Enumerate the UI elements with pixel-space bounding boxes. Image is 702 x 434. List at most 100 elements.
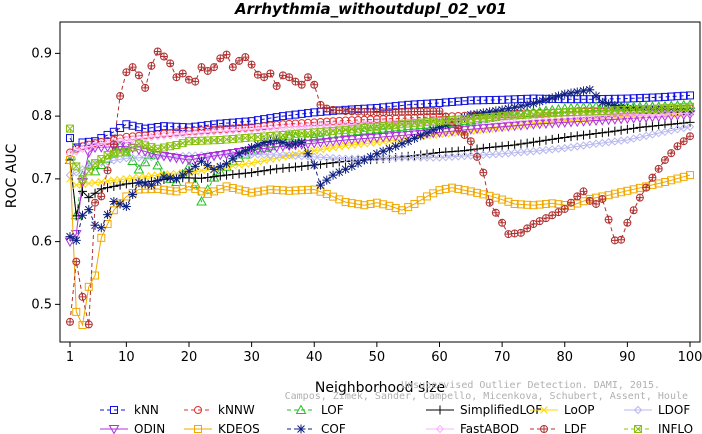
data-point-ldf xyxy=(159,52,168,61)
data-point-knnw xyxy=(347,116,356,125)
data-point-loop xyxy=(122,175,131,183)
data-point-cof xyxy=(96,223,106,233)
data-point-ldof xyxy=(566,143,576,152)
data-point-cof xyxy=(403,136,413,146)
data-point-loop xyxy=(260,156,268,165)
data-point-loop xyxy=(316,145,325,154)
data-point-cof xyxy=(422,128,432,138)
data-point-kdeos xyxy=(385,201,394,210)
data-point-knnw xyxy=(341,116,350,125)
data-point-kdeos xyxy=(391,204,400,213)
data-point-knnw xyxy=(134,131,143,140)
data-point-cof xyxy=(560,89,570,99)
data-point-odin xyxy=(146,149,157,159)
data-point-kdeos xyxy=(310,185,319,194)
data-point-cof xyxy=(240,146,250,156)
data-point-kdeos xyxy=(266,185,275,194)
data-point-cof xyxy=(359,155,369,165)
legend-label-ldf: LDF xyxy=(564,422,587,434)
data-point-kdeos xyxy=(222,182,231,191)
legend-marker-knn xyxy=(110,406,118,414)
data-point-ldof xyxy=(328,153,338,163)
data-point-knn xyxy=(479,96,488,105)
data-point-ldf xyxy=(466,137,475,146)
data-point-kdeos xyxy=(253,187,262,196)
data-point-cof xyxy=(503,104,513,114)
data-point-knn xyxy=(460,96,469,105)
data-point-simplifiedlof xyxy=(528,137,538,147)
data-point-odin xyxy=(358,134,370,144)
data-point-cof xyxy=(234,149,244,159)
data-point-knnw xyxy=(216,125,225,134)
legend-label-odin: ODIN xyxy=(134,422,165,434)
data-point-odin xyxy=(302,139,314,150)
data-point-fastabod xyxy=(209,127,219,136)
data-point-simplifiedlof xyxy=(234,169,244,179)
data-point-ldof xyxy=(591,139,601,148)
data-point-simplifiedlof xyxy=(328,158,338,168)
data-point-ldof xyxy=(140,153,150,162)
data-point-kdeos xyxy=(78,321,87,330)
data-point-simplifiedlof xyxy=(503,141,513,151)
data-point-knnw xyxy=(166,129,175,138)
data-point-fastabod xyxy=(328,121,338,130)
data-point-ldof xyxy=(147,152,156,162)
data-point-cof xyxy=(316,180,326,190)
data-point-knn xyxy=(454,97,463,106)
data-point-ldf xyxy=(272,82,281,90)
legend-marker-odin xyxy=(108,425,120,434)
data-point-cof xyxy=(328,170,338,180)
data-point-ldf xyxy=(479,168,488,177)
data-point-knnw xyxy=(159,129,168,138)
data-point-knn xyxy=(498,95,507,104)
data-point-simplifiedlof xyxy=(297,161,307,171)
data-point-kdeos xyxy=(66,156,74,165)
data-point-lof xyxy=(139,156,151,167)
data-point-cof xyxy=(572,87,582,97)
data-point-simplifiedlof xyxy=(610,126,620,136)
data-point-odin xyxy=(396,131,408,141)
data-point-odin xyxy=(503,122,514,132)
data-point-ldof xyxy=(122,153,131,163)
data-point-cof xyxy=(84,205,94,215)
data-point-ldof xyxy=(247,150,256,159)
data-point-knn xyxy=(172,122,181,131)
data-point-simplifiedlof xyxy=(428,148,438,158)
data-point-simplifiedlof xyxy=(222,170,232,180)
data-point-simplifiedlof xyxy=(541,135,551,145)
data-point-cof xyxy=(391,141,401,151)
legend-marker-fastabod xyxy=(435,424,445,434)
data-point-loop xyxy=(128,174,137,182)
data-point-ldf xyxy=(228,63,237,72)
data-point-ldf xyxy=(147,61,156,70)
data-point-loop xyxy=(116,175,124,184)
data-point-ldf xyxy=(216,54,225,63)
legend-label-simplifiedlof: SimplifiedLOF xyxy=(460,403,542,417)
data-point-ldof xyxy=(616,136,626,145)
data-point-cof xyxy=(197,156,207,166)
data-point-ldf xyxy=(97,192,106,201)
data-point-knn xyxy=(686,91,694,100)
data-point-fastabod xyxy=(335,120,344,130)
data-point-ldof xyxy=(391,153,400,162)
data-point-fastabod xyxy=(272,123,281,132)
data-point-odin xyxy=(384,132,395,142)
data-point-knn xyxy=(241,117,250,126)
x-tick-label: 10 xyxy=(118,350,135,365)
data-point-simplifiedlof xyxy=(84,193,94,203)
data-point-knn xyxy=(297,109,306,118)
data-point-kdeos xyxy=(504,197,513,206)
data-point-kdeos xyxy=(303,185,312,194)
data-point-odin xyxy=(559,118,571,128)
data-point-inflo xyxy=(686,102,694,111)
data-point-odin xyxy=(352,134,364,145)
legend-item-odin: ODIN xyxy=(100,422,165,434)
data-point-kdeos xyxy=(679,172,688,181)
data-point-cof xyxy=(341,164,351,174)
data-point-kdeos xyxy=(322,189,331,198)
data-point-kdeos xyxy=(210,187,219,196)
data-point-ldf xyxy=(485,198,494,207)
data-point-kdeos xyxy=(660,178,669,186)
data-point-fastabod xyxy=(222,126,231,136)
